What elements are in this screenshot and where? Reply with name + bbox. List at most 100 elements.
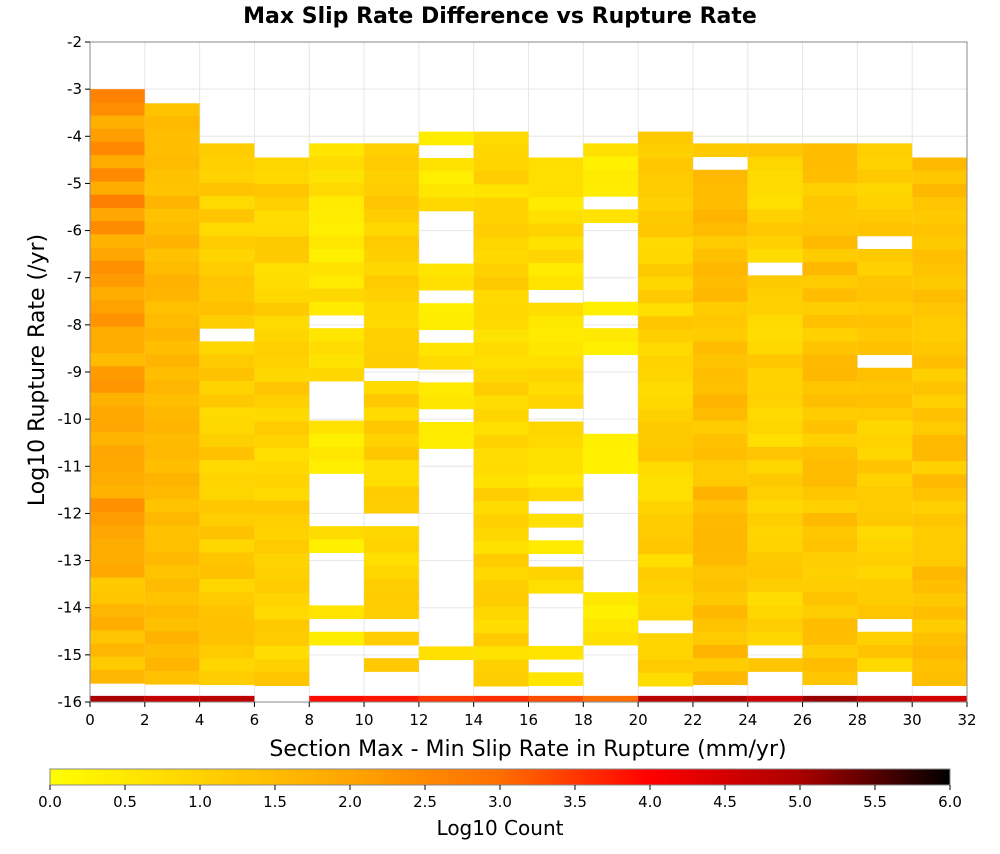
heatmap-cell xyxy=(144,552,200,566)
heatmap-cell xyxy=(90,603,145,618)
heatmap-cell xyxy=(692,512,748,527)
heatmap-cell xyxy=(473,593,529,608)
heatmap-cell xyxy=(309,446,365,461)
heatmap-cell xyxy=(309,248,365,263)
heatmap-cell xyxy=(857,182,913,197)
heatmap-cell xyxy=(418,197,474,212)
heatmap-cell xyxy=(309,288,365,303)
colorbar-tick-label: 6.0 xyxy=(938,793,962,811)
heatmap-cell xyxy=(912,170,967,185)
heatmap-cell xyxy=(144,631,200,645)
heatmap-cell xyxy=(90,643,145,658)
heatmap-cell xyxy=(254,289,310,304)
heatmap-cell xyxy=(802,539,858,554)
heatmap-cell xyxy=(638,461,693,476)
heatmap-cell xyxy=(473,289,529,304)
heatmap-cell xyxy=(638,303,693,317)
heatmap-cell xyxy=(473,263,529,278)
heatmap-cell xyxy=(857,446,913,461)
heatmap-cell xyxy=(309,433,365,448)
heatmap-cell xyxy=(583,605,639,620)
heatmap-cell xyxy=(254,606,310,620)
heatmap-cell xyxy=(144,433,200,447)
heatmap-cell xyxy=(309,301,365,316)
heatmap-cell xyxy=(802,499,858,514)
x-tick-label: 28 xyxy=(848,711,867,729)
heatmap-cell xyxy=(473,250,529,265)
heatmap-cell xyxy=(857,209,913,224)
heatmap-cell xyxy=(747,143,803,158)
heatmap-cell xyxy=(638,144,693,159)
heatmap-cell xyxy=(473,223,529,238)
heatmap-cell xyxy=(418,646,474,661)
heatmap-cell xyxy=(309,169,365,184)
heatmap-cell xyxy=(802,314,858,329)
heatmap-cell xyxy=(90,260,145,275)
heatmap-cell xyxy=(692,275,748,290)
heatmap-cell xyxy=(90,234,145,249)
heatmap-cell xyxy=(692,407,748,422)
heatmap-cell xyxy=(857,565,913,580)
heatmap-cell xyxy=(254,579,310,594)
heatmap-cell xyxy=(857,460,913,474)
heatmap-cell xyxy=(802,552,858,567)
heatmap-cell xyxy=(473,514,529,529)
heatmap-cell-bottom xyxy=(638,695,693,702)
heatmap-cell xyxy=(144,156,200,170)
heatmap-cell xyxy=(638,514,693,529)
heatmap-cell xyxy=(802,565,858,580)
heatmap-cell xyxy=(638,606,693,621)
heatmap-cell xyxy=(912,408,967,422)
heatmap-cell xyxy=(638,527,693,542)
heatmap-cell xyxy=(802,658,858,672)
heatmap-cell xyxy=(583,631,639,646)
heatmap-cell xyxy=(199,433,255,448)
heatmap-cell xyxy=(912,276,967,290)
heatmap-cell xyxy=(638,567,693,581)
heatmap-cell xyxy=(802,169,858,184)
heatmap-cell xyxy=(309,460,365,474)
x-axis-ticks: 0 2 4 6 8 10 12 14 16 18 20 22 24 26 28 30 32 xyxy=(85,702,977,729)
heatmap-cell xyxy=(254,672,310,686)
colorbar-tick-label: 4.5 xyxy=(713,793,737,811)
heatmap-cell xyxy=(528,210,584,224)
heatmap-cell xyxy=(528,540,584,554)
heatmap-cell xyxy=(802,446,858,461)
heatmap-cell xyxy=(638,250,693,265)
heatmap-cell xyxy=(912,302,967,317)
heatmap-cell xyxy=(90,630,145,645)
y-tick-label: -2 xyxy=(67,33,82,51)
heatmap-cell xyxy=(802,631,858,646)
heatmap-cell xyxy=(747,446,803,461)
heatmap-cell xyxy=(254,593,310,607)
heatmap-cell xyxy=(747,658,803,672)
heatmap-cell xyxy=(912,236,967,251)
heatmap-cell xyxy=(802,618,858,633)
heatmap-cell xyxy=(364,539,419,554)
colorbar-tick-label: 4.0 xyxy=(638,793,662,811)
heatmap-cell xyxy=(364,222,419,237)
heatmap-cell xyxy=(364,209,419,224)
heatmap-cell xyxy=(473,501,529,515)
heatmap-cell xyxy=(144,420,200,434)
heatmap-cell xyxy=(473,395,529,410)
heatmap-cell-bottom xyxy=(528,695,584,702)
heatmap-cell xyxy=(144,235,200,249)
heatmap-cell xyxy=(857,328,913,342)
heatmap-cell xyxy=(802,248,858,263)
heatmap-cell xyxy=(254,540,310,554)
heatmap-cell xyxy=(199,671,255,686)
heatmap-cell xyxy=(199,275,255,290)
heatmap-cells xyxy=(90,89,967,702)
heatmap-cell xyxy=(528,157,584,172)
heatmap-cell xyxy=(747,486,803,501)
heatmap-cell xyxy=(473,342,529,357)
heatmap-cell xyxy=(418,395,474,410)
heatmap-cell xyxy=(364,631,419,646)
heatmap-cell xyxy=(747,578,803,593)
heatmap-cell xyxy=(199,196,255,210)
heatmap-cell xyxy=(199,552,255,567)
colorbar-tick-label: 2.5 xyxy=(413,793,437,811)
heatmap-cell xyxy=(638,646,693,661)
colorbar-tick-label: 1.5 xyxy=(263,793,287,811)
